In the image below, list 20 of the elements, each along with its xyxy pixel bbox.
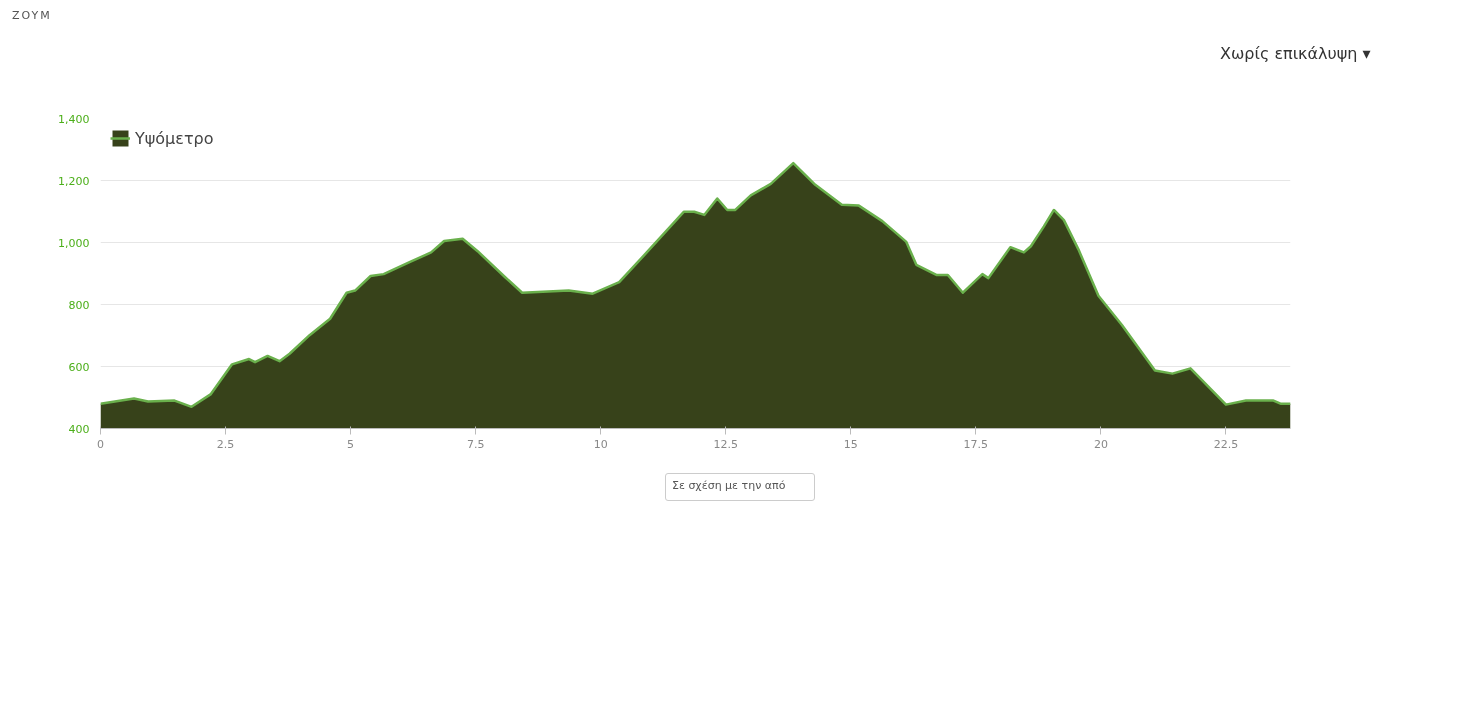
legend-label: Υψόμετρο — [135, 128, 214, 148]
x-tick-label: 17.5 — [963, 437, 989, 451]
y-tick-label: 800 — [68, 298, 90, 312]
text: Χωρίς επικάλυψη ▾ — [1220, 43, 1371, 65]
x-tick-label: 10 — [593, 437, 608, 451]
x-tick-label: 22.5 — [1213, 437, 1239, 451]
y-tick-label: 1,400 — [58, 112, 90, 126]
x-tick-label: 12.5 — [713, 437, 739, 451]
x-tick-label: 20 — [1093, 437, 1108, 451]
text: ZOYM — [12, 8, 52, 24]
x-tick-label: 7.5 — [466, 437, 485, 451]
x-tick-label: 15 — [843, 437, 858, 451]
y-tick-label: 1,000 — [58, 236, 90, 250]
y-tick-label: 400 — [68, 422, 90, 436]
text: Σε σχέση με την από — [672, 478, 786, 494]
x-tick-label: 2.5 — [216, 437, 235, 451]
y-tick-label: 1,200 — [58, 174, 90, 188]
x-tick-label: 5 — [347, 437, 355, 451]
x-tick-label: 0 — [97, 437, 104, 451]
y-tick-label: 600 — [68, 360, 90, 374]
